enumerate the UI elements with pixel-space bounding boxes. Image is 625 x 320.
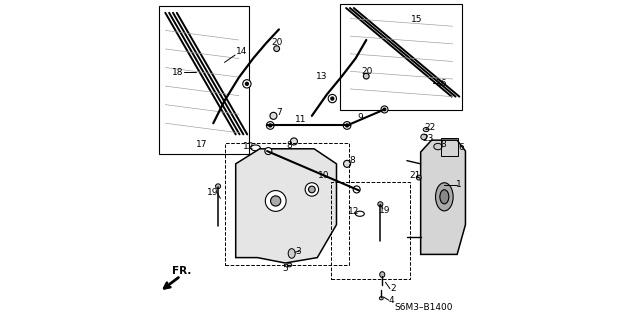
Text: 21: 21 [409,171,421,180]
Ellipse shape [421,134,427,140]
Ellipse shape [328,94,336,103]
Ellipse shape [344,160,351,167]
Polygon shape [236,149,336,263]
Ellipse shape [331,97,334,100]
Ellipse shape [269,124,272,127]
Ellipse shape [423,127,429,132]
Ellipse shape [436,183,453,211]
Text: 4: 4 [389,296,394,305]
Text: 23: 23 [422,134,434,143]
Ellipse shape [291,138,298,145]
Text: 9: 9 [357,113,362,122]
Ellipse shape [245,82,249,85]
Text: 13: 13 [316,72,328,81]
Ellipse shape [265,191,286,212]
Ellipse shape [270,112,277,119]
Ellipse shape [378,202,383,207]
Ellipse shape [353,186,360,193]
Text: 2: 2 [391,284,396,293]
Ellipse shape [416,175,421,180]
Ellipse shape [288,249,295,258]
Text: 17: 17 [196,140,208,149]
Text: 12: 12 [348,207,359,216]
Ellipse shape [266,122,274,129]
Text: 11: 11 [294,115,306,124]
Text: 16: 16 [436,79,448,88]
Ellipse shape [265,148,272,155]
Text: 19: 19 [207,188,218,197]
Ellipse shape [309,186,315,193]
Ellipse shape [383,108,386,111]
Text: 15: 15 [411,15,422,24]
Text: 19: 19 [379,206,390,215]
Text: 8: 8 [287,141,292,150]
Ellipse shape [363,73,369,79]
Text: 5: 5 [282,264,288,273]
Bar [331,182,411,279]
Text: 18: 18 [173,68,184,76]
Ellipse shape [242,80,251,88]
Ellipse shape [440,190,449,204]
Bar [224,143,349,265]
Text: 22: 22 [424,123,436,132]
Text: 1: 1 [456,180,462,189]
Polygon shape [421,140,466,254]
Ellipse shape [380,272,385,277]
Bar [441,138,458,156]
Text: 6: 6 [458,143,464,152]
Text: 10: 10 [318,171,329,180]
Ellipse shape [305,183,319,196]
Ellipse shape [343,122,351,129]
Text: 20: 20 [362,67,373,76]
Ellipse shape [288,263,292,267]
Text: 20: 20 [272,38,283,47]
Ellipse shape [274,46,279,52]
Text: 8: 8 [441,140,447,149]
Text: 14: 14 [236,47,247,56]
Text: 3: 3 [295,247,301,256]
Text: 8: 8 [349,156,356,165]
Text: 7: 7 [276,108,282,117]
Text: S6M3–B1400: S6M3–B1400 [394,303,453,312]
Ellipse shape [381,106,388,113]
Text: 12: 12 [244,142,255,151]
Ellipse shape [271,196,281,206]
Ellipse shape [379,297,383,300]
Ellipse shape [434,143,442,150]
Ellipse shape [346,124,349,127]
Text: FR.: FR. [173,266,192,276]
Ellipse shape [216,184,221,189]
